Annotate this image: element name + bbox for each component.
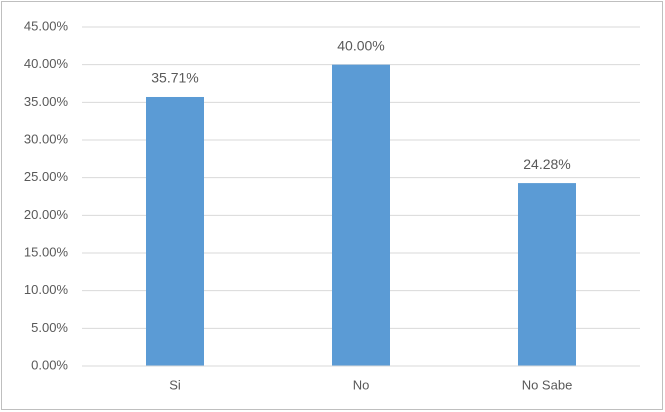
x-tick-label: No xyxy=(353,377,370,392)
y-tick-label: 10.00% xyxy=(24,282,69,297)
y-tick-label: 15.00% xyxy=(24,244,69,259)
bar xyxy=(332,64,390,367)
x-tick-label: No Sabe xyxy=(522,377,573,392)
data-label: 40.00% xyxy=(337,37,384,53)
y-tick-label: 40.00% xyxy=(24,56,69,71)
y-tick-label: 30.00% xyxy=(24,131,69,146)
y-tick-label: 0.00% xyxy=(31,357,68,372)
data-label: 24.28% xyxy=(523,156,570,172)
y-tick-label: 20.00% xyxy=(24,207,69,222)
y-tick-label: 35.00% xyxy=(24,94,69,109)
x-tick-label: Si xyxy=(169,377,181,392)
y-tick-label: 25.00% xyxy=(24,169,69,184)
data-label: 35.71% xyxy=(151,70,198,86)
bar xyxy=(146,96,204,366)
y-tick-label: 5.00% xyxy=(31,320,68,335)
bar xyxy=(518,183,576,366)
y-tick-label: 45.00% xyxy=(24,18,69,33)
